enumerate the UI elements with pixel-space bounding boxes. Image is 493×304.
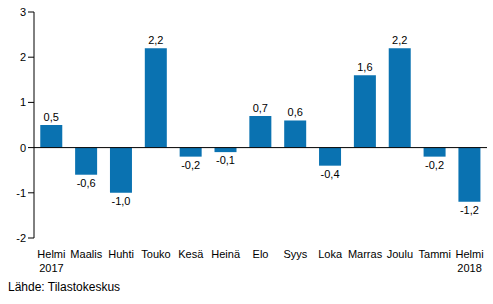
svg-text:-0,2: -0,2 bbox=[425, 159, 444, 171]
svg-text:Syys: Syys bbox=[283, 248, 307, 260]
svg-text:Joulu: Joulu bbox=[387, 248, 413, 260]
svg-text:0,6: 0,6 bbox=[288, 106, 303, 118]
svg-text:-0,6: -0,6 bbox=[77, 177, 96, 189]
svg-text:Marras: Marras bbox=[348, 248, 383, 260]
svg-text:1: 1 bbox=[20, 96, 26, 108]
svg-text:Huhti: Huhti bbox=[108, 248, 134, 260]
svg-text:0,5: 0,5 bbox=[44, 111, 59, 123]
svg-text:-0,2: -0,2 bbox=[181, 159, 200, 171]
svg-text:Helmi2017: Helmi2017 bbox=[37, 248, 65, 274]
svg-text:Kesä: Kesä bbox=[178, 248, 204, 260]
svg-text:Maalis: Maalis bbox=[70, 248, 102, 260]
svg-text:Touko: Touko bbox=[141, 248, 170, 260]
svg-text:-0,4: -0,4 bbox=[321, 168, 340, 180]
svg-text:2,2: 2,2 bbox=[148, 34, 163, 46]
svg-text:2,2: 2,2 bbox=[392, 34, 407, 46]
svg-text:2: 2 bbox=[20, 51, 26, 63]
html-text:Lähde: Tilastokeskus: Lähde: Tilastokeskus bbox=[8, 280, 121, 294]
svg-text:0: 0 bbox=[20, 142, 26, 154]
svg-text:Tammi: Tammi bbox=[419, 248, 451, 260]
svg-text:Loka: Loka bbox=[318, 248, 343, 260]
svg-text:-1: -1 bbox=[16, 187, 26, 199]
svg-text:3: 3 bbox=[20, 6, 26, 18]
svg-text:Elo: Elo bbox=[253, 248, 269, 260]
svg-text:-1,0: -1,0 bbox=[111, 195, 130, 207]
svg-text:-2: -2 bbox=[16, 232, 26, 244]
svg-text:1,6: 1,6 bbox=[357, 61, 372, 73]
svg-text:-0,1: -0,1 bbox=[216, 154, 235, 166]
svg-text:Heinä: Heinä bbox=[211, 248, 241, 260]
svg-text:Helmi2018: Helmi2018 bbox=[456, 248, 484, 274]
svg-text:0,7: 0,7 bbox=[253, 102, 268, 114]
svg-text:-1,2: -1,2 bbox=[460, 204, 479, 216]
